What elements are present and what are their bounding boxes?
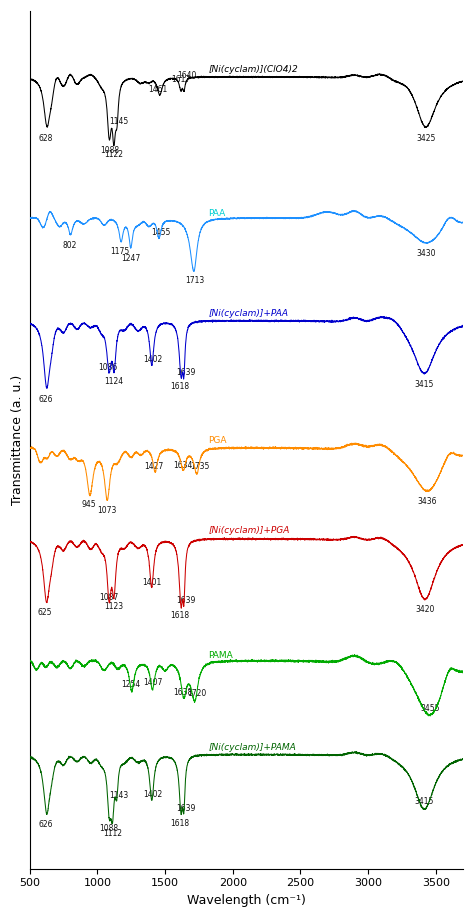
Text: [Ni(cyclam)]+PAA: [Ni(cyclam)]+PAA xyxy=(209,308,288,318)
Text: 625: 625 xyxy=(38,609,53,617)
Text: 1640: 1640 xyxy=(177,71,196,80)
Text: 1735: 1735 xyxy=(190,463,209,471)
Text: 1427: 1427 xyxy=(144,462,164,471)
Text: 3415: 3415 xyxy=(415,798,434,806)
Text: 1618: 1618 xyxy=(170,382,189,390)
Text: 1247: 1247 xyxy=(121,254,140,263)
Text: 626: 626 xyxy=(38,396,53,405)
Text: 3436: 3436 xyxy=(418,498,437,506)
Text: 1088: 1088 xyxy=(100,146,119,155)
Text: 1618: 1618 xyxy=(170,611,189,621)
Text: 1713: 1713 xyxy=(186,275,205,285)
Text: 1639: 1639 xyxy=(176,368,196,377)
Text: 1639: 1639 xyxy=(176,597,196,605)
Text: 626: 626 xyxy=(38,820,53,829)
Text: 1407: 1407 xyxy=(144,678,163,688)
Text: 1402: 1402 xyxy=(143,790,162,800)
Text: [Ni(cyclam)]+PAMA: [Ni(cyclam)]+PAMA xyxy=(209,743,296,752)
Text: 1143: 1143 xyxy=(109,790,128,800)
Text: [Ni(cyclam)](ClO4)2: [Ni(cyclam)](ClO4)2 xyxy=(209,64,298,73)
Text: 1617: 1617 xyxy=(171,75,191,84)
Y-axis label: Transmittance (a. u.): Transmittance (a. u.) xyxy=(11,375,24,505)
Text: 1401: 1401 xyxy=(143,577,162,587)
Text: 1112: 1112 xyxy=(104,830,123,838)
Text: 3430: 3430 xyxy=(417,249,436,258)
Text: 3425: 3425 xyxy=(416,134,435,143)
Text: 1461: 1461 xyxy=(148,85,167,95)
Text: 1720: 1720 xyxy=(187,689,207,699)
Text: 1455: 1455 xyxy=(151,229,171,238)
Text: 1122: 1122 xyxy=(104,151,123,160)
X-axis label: Wavelength (cm⁻¹): Wavelength (cm⁻¹) xyxy=(187,894,306,907)
Text: 1638: 1638 xyxy=(173,688,192,697)
Text: 3415: 3415 xyxy=(415,380,434,389)
Text: 1254: 1254 xyxy=(121,680,140,689)
Text: 1175: 1175 xyxy=(110,247,129,255)
Text: 3420: 3420 xyxy=(415,605,435,614)
Text: 1123: 1123 xyxy=(104,602,124,611)
Text: 1402: 1402 xyxy=(143,355,162,364)
Text: 1618: 1618 xyxy=(170,819,189,828)
Text: PGA: PGA xyxy=(209,436,227,445)
Text: 1634: 1634 xyxy=(173,461,193,470)
Text: 1087: 1087 xyxy=(99,593,118,601)
Text: 1124: 1124 xyxy=(105,377,124,386)
Text: 802: 802 xyxy=(62,241,76,251)
Text: 1086: 1086 xyxy=(99,364,118,373)
Text: PAA: PAA xyxy=(209,208,226,218)
Text: 1639: 1639 xyxy=(176,803,196,812)
Text: [Ni(cyclam)]+PGA: [Ni(cyclam)]+PGA xyxy=(209,526,290,535)
Text: 1088: 1088 xyxy=(99,824,118,834)
Text: 628: 628 xyxy=(38,134,53,143)
Text: 1145: 1145 xyxy=(109,117,128,126)
Text: PAMA: PAMA xyxy=(209,652,233,660)
Text: 945: 945 xyxy=(81,499,96,509)
Text: 3455: 3455 xyxy=(420,704,439,712)
Text: 1073: 1073 xyxy=(98,506,117,515)
